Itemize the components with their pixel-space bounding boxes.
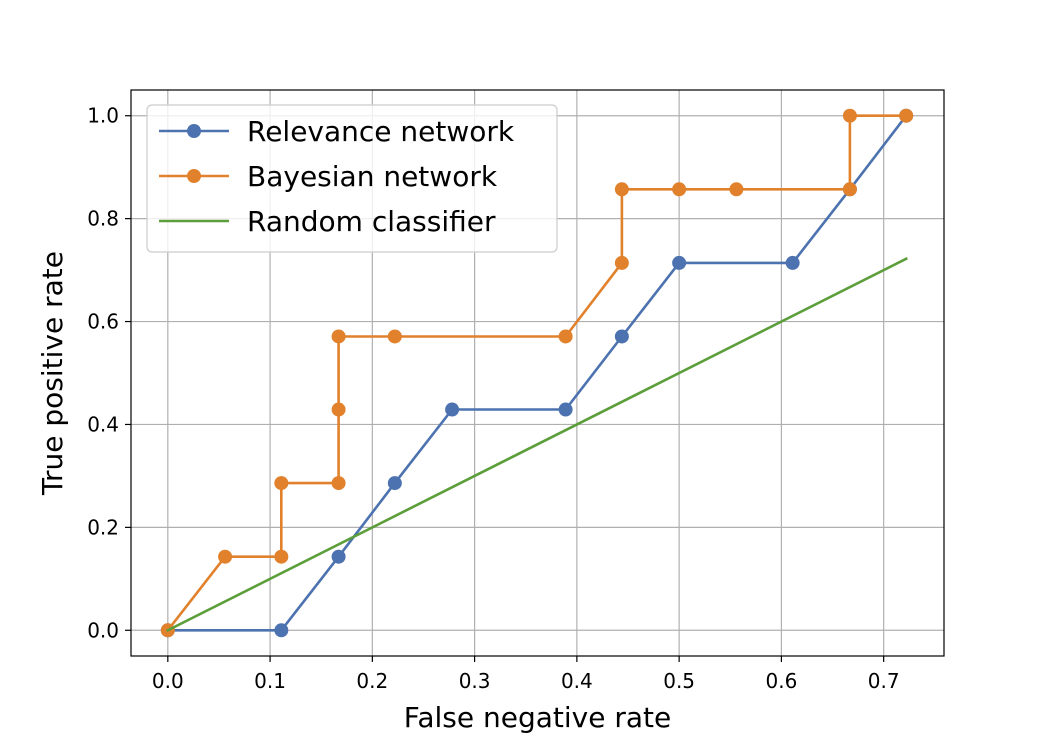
ticks: 0.0 0.1 0.2 0.3 0.4 0.5 0.6 0.7 0.0 0.2 0.4 0.6 0.8 1… — [87, 104, 899, 693]
series-bayesian-network — [160, 108, 914, 638]
legend-label-random-classifier: Random classifier — [247, 205, 496, 238]
relevance-network-point — [445, 402, 460, 417]
legend: Relevance network Bayesian network Random … — [146, 104, 558, 253]
series-layer — [160, 108, 914, 638]
relevance-network-point — [785, 255, 800, 270]
x-axis-label: False negative rate — [404, 701, 671, 734]
bayesian-network-point — [387, 329, 402, 344]
legend-label-relevance-network: Relevance network — [247, 115, 515, 148]
y-tick-label: 0.0 — [87, 618, 119, 642]
relevance-network-point — [614, 329, 629, 344]
bayesian-network-point — [558, 329, 573, 344]
y-tick-label: 0.6 — [87, 310, 119, 334]
x-tick-label: 0.1 — [254, 669, 286, 693]
bayesian-network-point — [729, 182, 744, 197]
bayesian-network-point — [614, 255, 629, 270]
series-random-classifier — [166, 257, 908, 633]
bayesian-network-point — [331, 329, 346, 344]
y-tick-label: 0.2 — [87, 515, 119, 539]
bayesian-network-point — [331, 402, 346, 417]
bayesian-network-point — [672, 182, 687, 197]
x-tick-label: 0.6 — [765, 669, 797, 693]
legend-marker-relevance-network — [187, 124, 201, 138]
x-tick-label: 0.2 — [356, 669, 388, 693]
legend-box — [146, 104, 558, 253]
bayesian-network-point — [274, 549, 289, 564]
bayesian-network-line — [165, 114, 908, 633]
bayesian-network-point — [899, 108, 914, 123]
bayesian-network-point — [218, 549, 233, 564]
bayesian-network-point — [842, 182, 857, 197]
x-tick-label: 0.3 — [459, 669, 491, 693]
bayesian-network-point — [842, 108, 857, 123]
y-axis-label: True positive rate — [36, 251, 69, 496]
y-tick-label: 0.8 — [87, 207, 119, 231]
legend-label-bayesian-network: Bayesian network — [247, 160, 498, 193]
x-tick-label: 0.5 — [663, 669, 695, 693]
x-tick-label: 0.4 — [561, 669, 593, 693]
relevance-network-point — [387, 476, 402, 491]
relevance-network-point — [274, 623, 289, 638]
bayesian-network-point — [331, 476, 346, 491]
plot-frame — [130, 89, 945, 657]
relevance-network-point — [558, 402, 573, 417]
bayesian-network-point — [614, 182, 629, 197]
series-relevance-network — [160, 108, 914, 638]
legend-marker-bayesian-network — [187, 169, 201, 183]
y-tick-label: 0.4 — [87, 412, 119, 436]
bayesian-network-point — [274, 476, 289, 491]
y-tick-label: 1.0 — [87, 104, 119, 128]
relevance-network-point — [672, 255, 687, 270]
relevance-network-point — [331, 549, 346, 564]
x-tick-label: 0.0 — [152, 669, 184, 693]
random-classifier-line — [166, 257, 908, 633]
x-tick-label: 0.7 — [868, 669, 900, 693]
